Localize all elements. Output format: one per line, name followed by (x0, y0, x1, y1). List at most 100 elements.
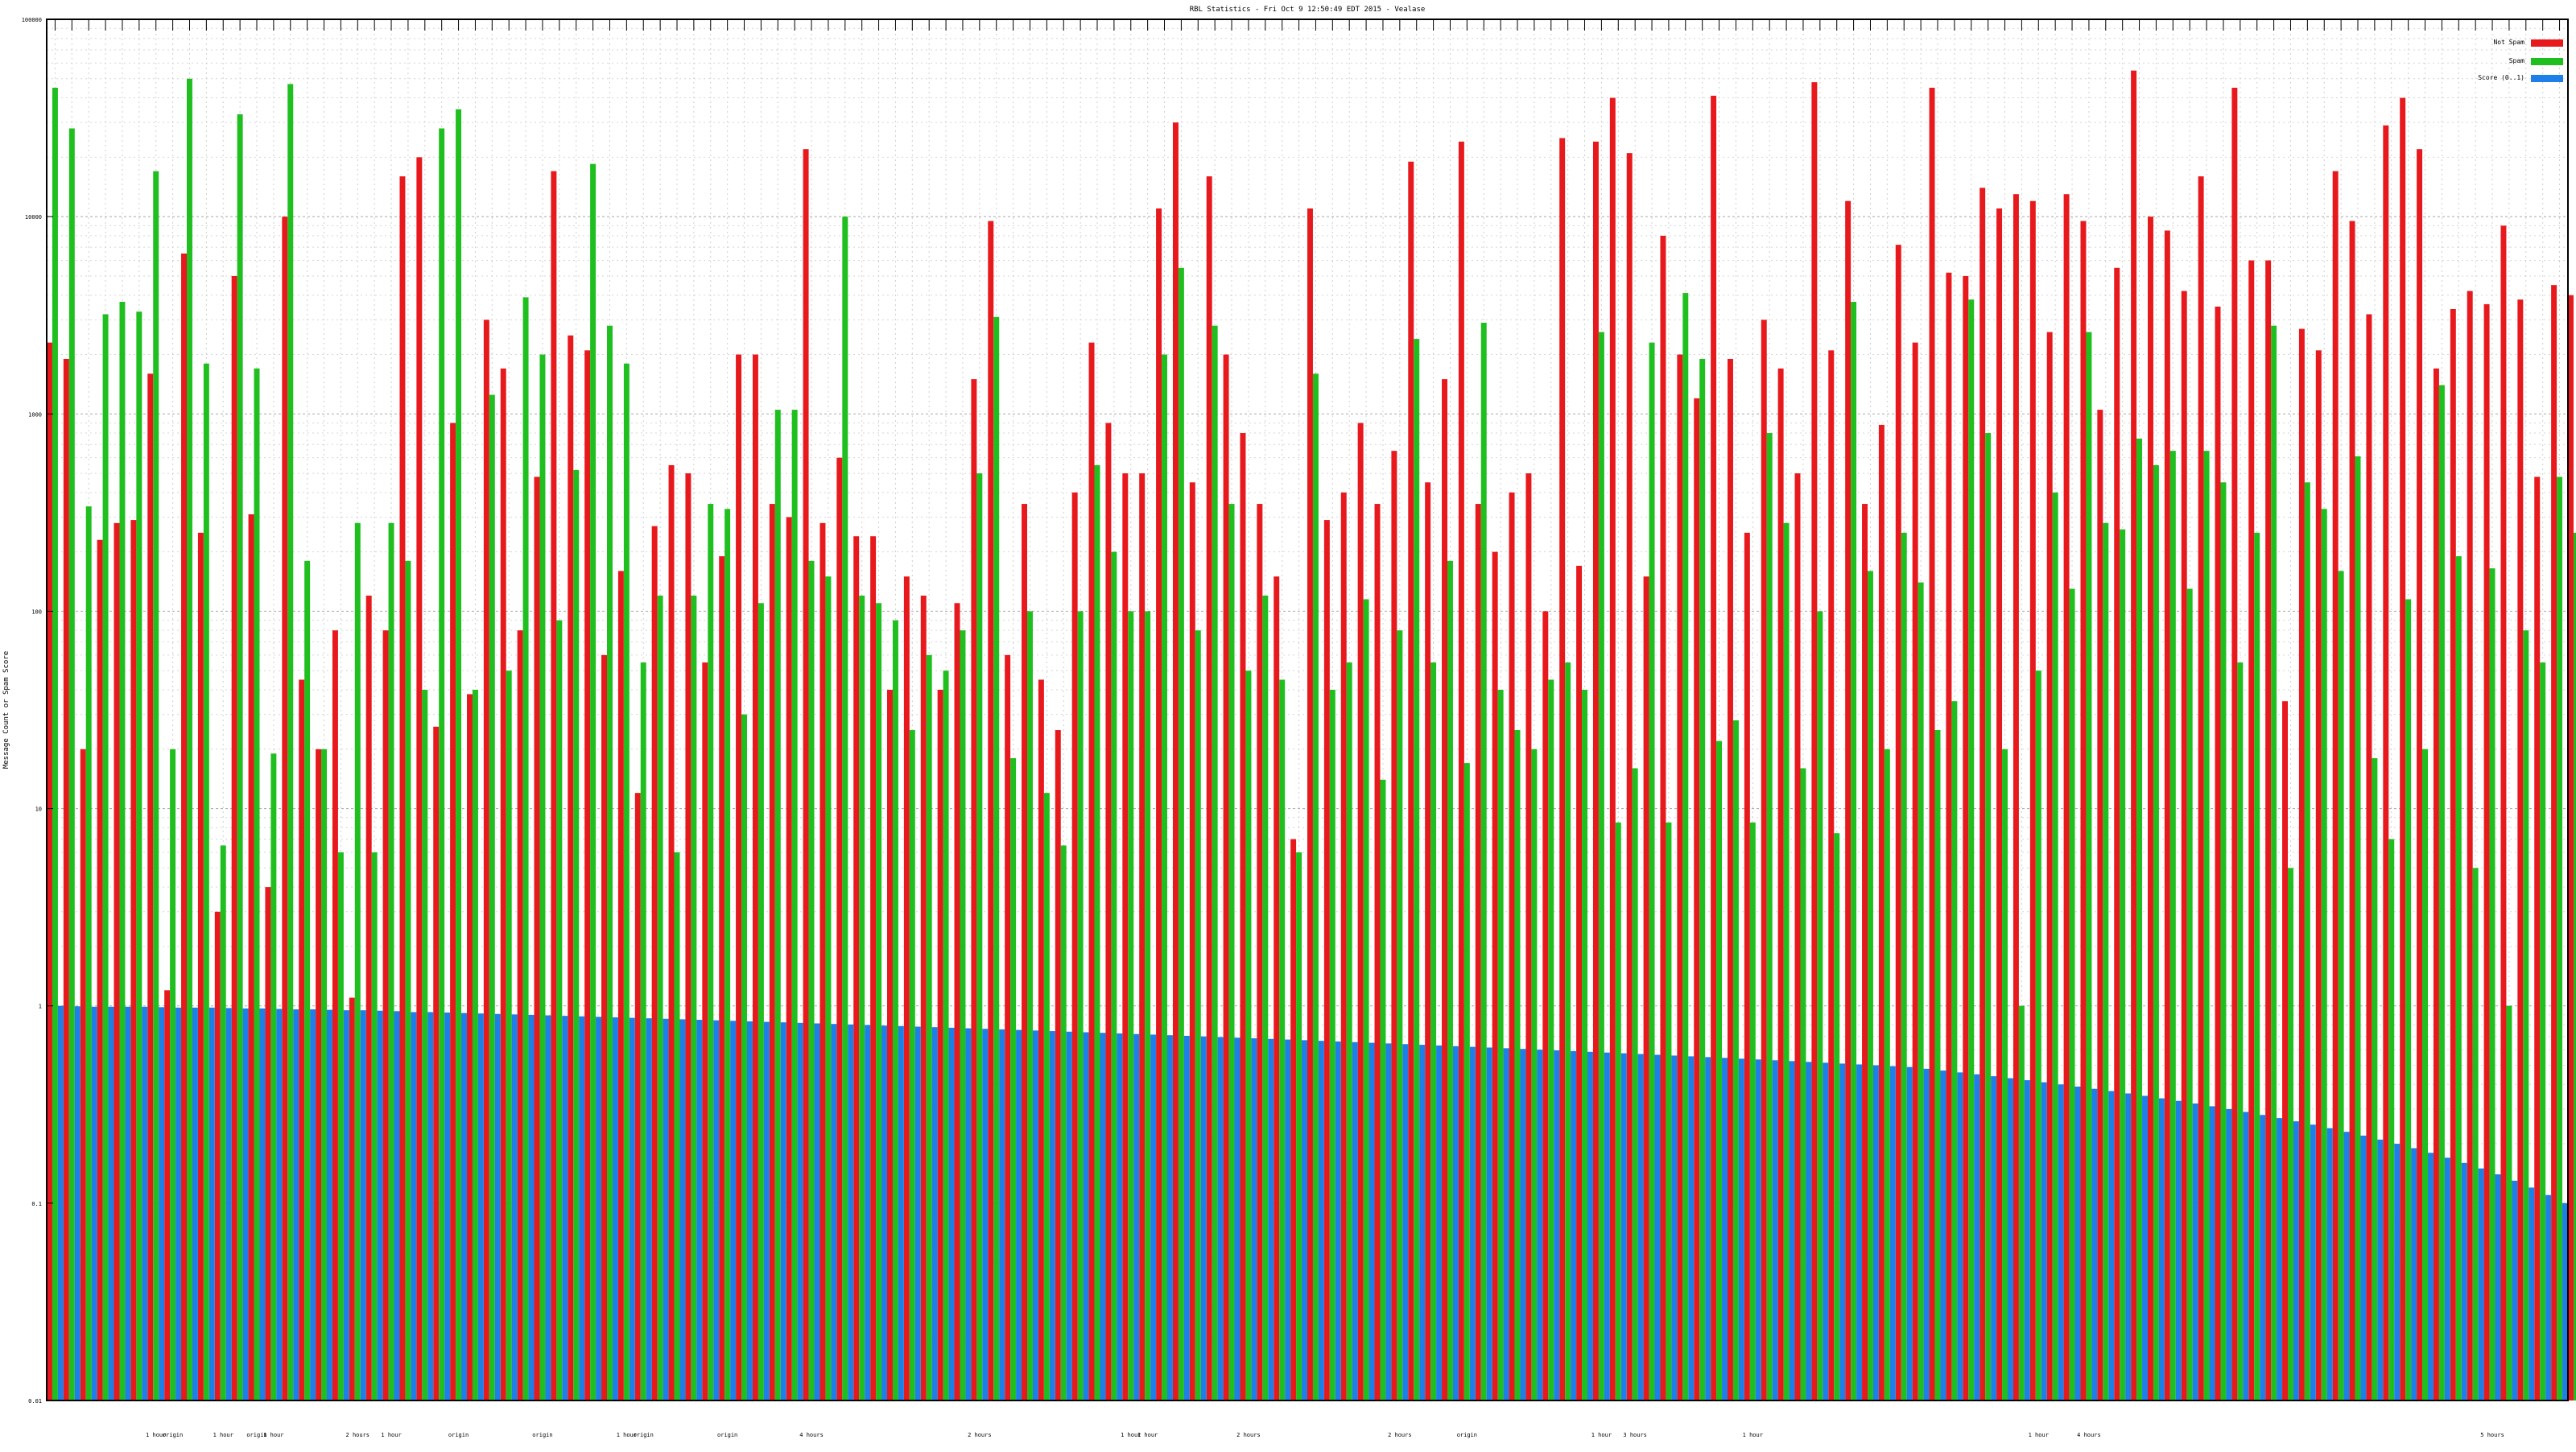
bar-score (1604, 1052, 1610, 1400)
bar-spam (2338, 571, 2344, 1400)
bar-not-spam (316, 749, 322, 1400)
bar-not-spam (1559, 138, 1566, 1401)
bar-spam (1766, 433, 1773, 1401)
bar-spam (2169, 451, 2176, 1400)
bar-spam (2438, 385, 2445, 1400)
bar-spam (187, 78, 192, 1400)
bar-spam (1800, 768, 1806, 1400)
bar-spam (2288, 868, 2293, 1400)
bar-spam (573, 469, 580, 1400)
bar-score (763, 1021, 770, 1400)
bar-not-spam (937, 689, 943, 1400)
bar-spam (1128, 611, 1134, 1400)
bar-not-spam (1189, 482, 1195, 1400)
bar-not-spam (517, 630, 523, 1400)
bar-not-spam (634, 793, 641, 1400)
bar-score (1688, 1056, 1695, 1400)
bar-spam (170, 749, 176, 1400)
bar-not-spam (1946, 272, 1952, 1401)
bar-spam (1312, 373, 1319, 1400)
bar-score (1150, 1034, 1157, 1400)
bar-spam (926, 654, 932, 1400)
bar-score (1823, 1062, 1829, 1400)
bar-score (1974, 1074, 1980, 1400)
bar-spam (808, 560, 815, 1400)
bar-spam (2035, 670, 2041, 1400)
legend-swatch-score (2531, 75, 2563, 82)
bar-score (91, 1006, 97, 1400)
bar-score (142, 1006, 148, 1400)
bar-spam (422, 689, 428, 1400)
x-secondary-label: origin (246, 1432, 266, 1438)
x-secondary-label: 1 hour (213, 1432, 233, 1438)
x-secondary-label: 1 hour (1591, 1432, 1612, 1438)
bar-not-spam (1323, 520, 1330, 1401)
x-secondary-label: 1 hour (1137, 1432, 1158, 1438)
bar-not-spam (2366, 314, 2372, 1401)
bar-not-spam (1845, 200, 1852, 1400)
bar-score (1469, 1046, 1476, 1400)
bar-not-spam (2568, 295, 2574, 1400)
bar-spam (758, 603, 764, 1400)
bar-not-spam (568, 335, 574, 1401)
bar-spam (657, 596, 663, 1400)
bar-not-spam (2215, 306, 2221, 1400)
bar-not-spam (2500, 225, 2507, 1400)
bar-score (2411, 1148, 2417, 1400)
bar-not-spam (2080, 221, 2087, 1400)
bar-not-spam (1408, 161, 1414, 1401)
x-secondary-label: 1 hour (1121, 1432, 1141, 1438)
bar-spam (371, 852, 378, 1400)
bar-spam (1262, 596, 1269, 1400)
bar-score (2260, 1115, 2266, 1400)
bar-spam (52, 88, 58, 1401)
bar-spam (287, 84, 294, 1401)
bar-not-spam (416, 157, 423, 1400)
bar-score (1100, 1033, 1106, 1400)
bar-not-spam (349, 997, 355, 1400)
bar-score (1032, 1030, 1038, 1400)
bar-not-spam (1912, 342, 1918, 1400)
x-secondary-label: origin (532, 1432, 552, 1438)
bar-spam (1043, 793, 1050, 1400)
bar-not-spam (853, 536, 860, 1401)
bar-spam (1329, 689, 1335, 1400)
bar-not-spam (601, 654, 607, 1400)
legend: Not Spam Spam Score (0..1) (2478, 39, 2563, 82)
y-tick-label: 10 (35, 806, 42, 813)
bar-spam (1699, 358, 1706, 1400)
bar-spam (2455, 556, 2462, 1400)
bar-score (982, 1029, 989, 1400)
bar-score (579, 1016, 585, 1400)
bar-not-spam (1828, 350, 1835, 1401)
bar-score (1872, 1065, 1879, 1400)
bar-score (1839, 1063, 1846, 1400)
bar-score (865, 1025, 871, 1400)
bar-score (2310, 1124, 2316, 1400)
bar-spam (1582, 689, 1587, 1400)
bar-not-spam (2400, 97, 2406, 1401)
bar-not-spam (1677, 354, 1683, 1400)
bar-score (2108, 1091, 2115, 1400)
bar-score (293, 1009, 299, 1400)
x-secondary-label: 1 hour (381, 1432, 401, 1438)
bar-spam (1851, 301, 1857, 1400)
bar-score (730, 1021, 737, 1400)
bar-not-spam (114, 522, 120, 1400)
bar-not-spam (2467, 291, 2473, 1400)
bar-spam (136, 311, 142, 1400)
bar-score (444, 1013, 451, 1400)
bar-score (2428, 1153, 2434, 1400)
bar-score (1436, 1045, 1443, 1400)
bar-not-spam (887, 689, 893, 1400)
bar-not-spam (1257, 504, 1263, 1400)
legend-swatch-spam (2531, 58, 2563, 65)
bar-score (1705, 1057, 1711, 1400)
bar-score (2041, 1082, 2047, 1400)
bar-spam (943, 670, 949, 1400)
bar-spam (2002, 749, 2008, 1400)
bar-not-spam (702, 662, 708, 1400)
bar-not-spam (2315, 350, 2322, 1401)
bar-not-spam (2231, 88, 2238, 1401)
bar-spam (1834, 833, 1840, 1400)
